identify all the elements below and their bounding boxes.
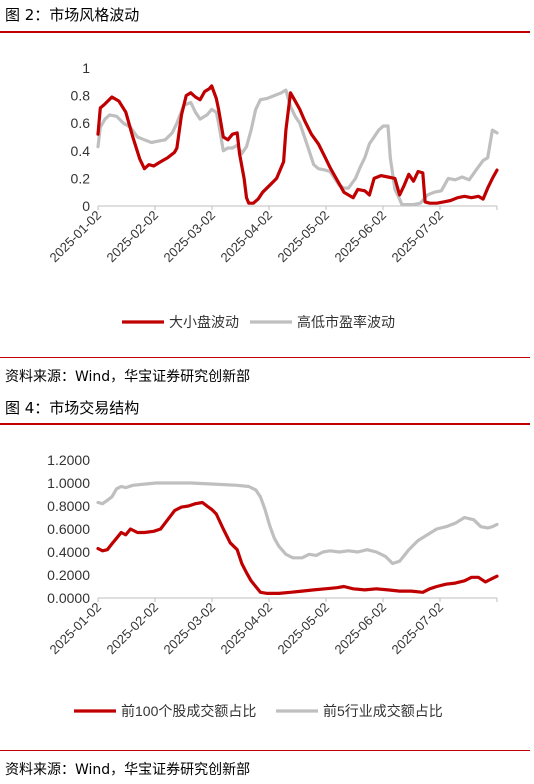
y-tick-label: 0.6 — [71, 115, 91, 131]
title-rule — [0, 31, 530, 33]
y-tick-label: 0 — [82, 198, 90, 214]
y-tick-label: 0.8000 — [47, 498, 90, 514]
x-tick-label: 2025-06-02 — [331, 600, 389, 658]
y-tick-label: 0.2000 — [47, 567, 90, 583]
x-tick-label: 2025-05-02 — [274, 208, 332, 266]
y-tick-label: 0.4000 — [47, 544, 90, 560]
y-tick-label: 0.4 — [71, 143, 91, 159]
series-line — [96, 500, 499, 595]
y-tick-label: 1 — [82, 60, 90, 76]
x-tick-label: 2025-02-02 — [103, 600, 161, 658]
y-tick-label: 0.8 — [71, 88, 91, 104]
y-tick-label: 0.0000 — [47, 590, 90, 606]
series-line — [96, 84, 499, 205]
trading-structure-chart: 1.2000 1.0000 0.8000 0.6000 0.4000 0.2000 0.00… — [46, 452, 499, 719]
x-tick-label: 2025-07-02 — [388, 208, 446, 266]
y-tick-label: 1.2000 — [47, 452, 90, 468]
title-rule — [0, 423, 530, 425]
source-note: 资料来源：Wind，华宝证券研究创新部 — [5, 762, 251, 778]
source-rule — [0, 750, 530, 751]
legend-label: 大小盘波动 — [169, 314, 239, 330]
source-rule — [0, 357, 530, 358]
source-note: 资料来源：Wind，华宝证券研究创新部 — [5, 369, 251, 385]
x-tick-label: 2025-07-02 — [388, 600, 446, 658]
legend-label: 前100个股成交额占比 — [121, 703, 256, 719]
series-line — [96, 481, 499, 566]
legend-label: 前5行业成交额占比 — [323, 703, 443, 719]
x-tick-label: 2025-01-02 — [46, 600, 104, 658]
legend-label: 高低市盈率波动 — [297, 314, 395, 330]
y-tick-label: 0.6000 — [47, 521, 90, 537]
figure-title: 图 4：市场交易结构 — [5, 399, 140, 417]
x-tick-label: 2025-01-02 — [46, 208, 104, 266]
x-tick-label: 2025-03-02 — [160, 208, 218, 266]
x-tick-label: 2025-04-02 — [217, 208, 275, 266]
figure-title: 图 2：市场风格波动 — [5, 6, 140, 24]
x-tick-label: 2025-05-02 — [274, 600, 332, 658]
x-tick-label: 2025-04-02 — [217, 600, 275, 658]
y-tick-label: 0.2 — [71, 170, 91, 186]
series-line — [96, 88, 499, 207]
x-tick-label: 2025-03-02 — [160, 600, 218, 658]
x-tick-label: 2025-02-02 — [103, 208, 161, 266]
x-tick-label: 2025-06-02 — [331, 208, 389, 266]
y-tick-label: 1.0000 — [47, 475, 90, 491]
